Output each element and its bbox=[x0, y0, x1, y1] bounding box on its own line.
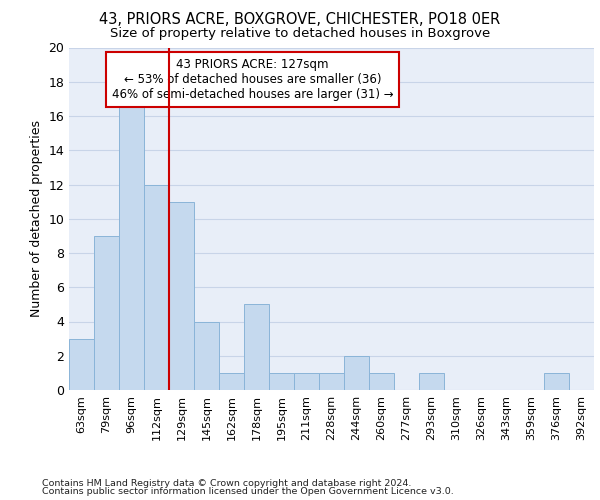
Bar bbox=[344, 356, 369, 390]
Bar bbox=[319, 373, 344, 390]
Bar bbox=[269, 373, 294, 390]
Bar bbox=[169, 202, 194, 390]
Text: 43 PRIORS ACRE: 127sqm
← 53% of detached houses are smaller (36)
46% of semi-det: 43 PRIORS ACRE: 127sqm ← 53% of detached… bbox=[112, 58, 394, 101]
Bar bbox=[219, 373, 244, 390]
Bar bbox=[119, 99, 144, 390]
Bar bbox=[69, 338, 94, 390]
Bar bbox=[194, 322, 219, 390]
Text: Contains public sector information licensed under the Open Government Licence v3: Contains public sector information licen… bbox=[42, 487, 454, 496]
Bar bbox=[419, 373, 444, 390]
Bar bbox=[294, 373, 319, 390]
Y-axis label: Number of detached properties: Number of detached properties bbox=[30, 120, 43, 318]
Text: 43, PRIORS ACRE, BOXGROVE, CHICHESTER, PO18 0ER: 43, PRIORS ACRE, BOXGROVE, CHICHESTER, P… bbox=[100, 12, 500, 28]
Bar bbox=[544, 373, 569, 390]
Bar bbox=[144, 184, 169, 390]
Bar bbox=[94, 236, 119, 390]
Text: Size of property relative to detached houses in Boxgrove: Size of property relative to detached ho… bbox=[110, 28, 490, 40]
Text: Contains HM Land Registry data © Crown copyright and database right 2024.: Contains HM Land Registry data © Crown c… bbox=[42, 478, 412, 488]
Bar bbox=[244, 304, 269, 390]
Bar bbox=[369, 373, 394, 390]
